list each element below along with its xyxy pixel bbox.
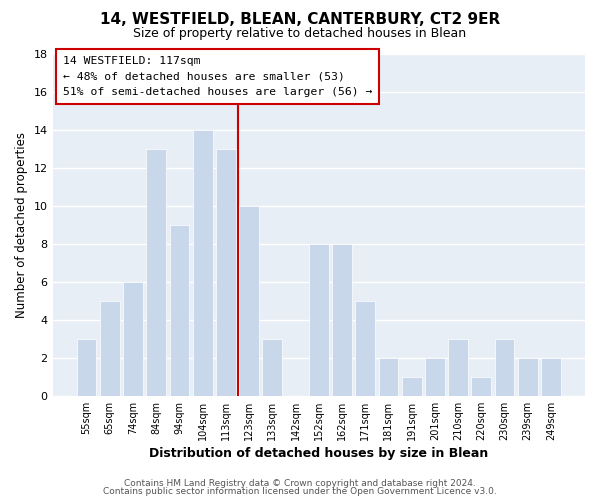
Bar <box>494 339 514 396</box>
Bar <box>379 358 398 396</box>
Bar <box>170 225 190 396</box>
Bar <box>448 339 468 396</box>
Text: 14, WESTFIELD, BLEAN, CANTERBURY, CT2 9ER: 14, WESTFIELD, BLEAN, CANTERBURY, CT2 9E… <box>100 12 500 28</box>
Y-axis label: Number of detached properties: Number of detached properties <box>15 132 28 318</box>
Text: Contains HM Land Registry data © Crown copyright and database right 2024.: Contains HM Land Registry data © Crown c… <box>124 478 476 488</box>
Bar <box>355 301 375 396</box>
Bar <box>216 149 236 396</box>
Bar <box>77 339 97 396</box>
Bar <box>309 244 329 396</box>
Bar <box>262 339 282 396</box>
Bar <box>146 149 166 396</box>
Bar <box>100 301 119 396</box>
Bar <box>541 358 561 396</box>
Text: Size of property relative to detached houses in Blean: Size of property relative to detached ho… <box>133 28 467 40</box>
Bar <box>425 358 445 396</box>
Text: 14 WESTFIELD: 117sqm
← 48% of detached houses are smaller (53)
51% of semi-detac: 14 WESTFIELD: 117sqm ← 48% of detached h… <box>63 56 373 97</box>
Bar <box>193 130 212 396</box>
Text: Contains public sector information licensed under the Open Government Licence v3: Contains public sector information licen… <box>103 487 497 496</box>
Bar <box>332 244 352 396</box>
Bar <box>472 377 491 396</box>
X-axis label: Distribution of detached houses by size in Blean: Distribution of detached houses by size … <box>149 447 488 460</box>
Bar <box>239 206 259 396</box>
Bar <box>402 377 422 396</box>
Bar <box>123 282 143 396</box>
Bar <box>518 358 538 396</box>
